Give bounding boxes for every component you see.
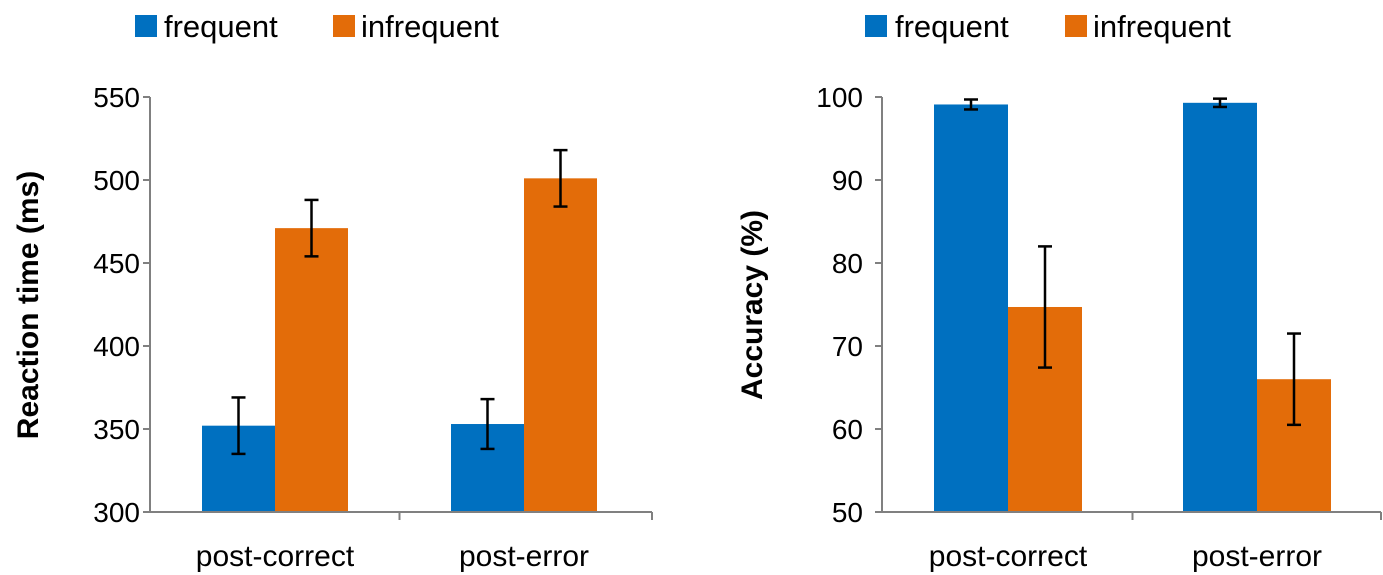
y-axis-title: Reaction time (ms) [12, 171, 45, 439]
x-tick-label-post-error: post-error [459, 540, 589, 573]
y-tick-label: 60 [832, 414, 863, 445]
y-tick-label: 50 [832, 497, 863, 528]
legend-swatch-frequent [135, 15, 157, 37]
legend-swatch-infrequent [1065, 15, 1087, 37]
y-tick-label: 450 [93, 248, 140, 279]
y-axis-title: Accuracy (%) [736, 210, 769, 400]
legend-label-frequent: frequent [895, 9, 1009, 44]
x-tick-label-post-correct: post-correct [929, 540, 1088, 573]
legend-label-frequent: frequent [164, 9, 278, 44]
bar-frequent-post-error [1183, 102, 1257, 512]
y-tick-label: 350 [93, 414, 140, 445]
y-tick-label: 500 [93, 165, 140, 196]
x-tick-label-post-error: post-error [1192, 540, 1322, 573]
reaction-time-chart: frequent infrequent 300 350 400 450 500 550 post… [12, 9, 653, 573]
bar-frequent-post-correct [934, 104, 1008, 512]
y-tick-label: 550 [93, 82, 140, 113]
legend-label-infrequent: infrequent [361, 9, 499, 44]
y-tick-label: 100 [816, 82, 863, 113]
accuracy-chart: frequent infrequent 50 60 70 80 90 100 post-corr… [736, 9, 1382, 573]
y-tick-label: 400 [93, 331, 140, 362]
y-tick-label: 90 [832, 165, 863, 196]
y-tick-label: 70 [832, 331, 863, 362]
bar-infrequent-post-error [524, 178, 597, 512]
legend-swatch-infrequent [333, 15, 355, 37]
x-tick-label-post-correct: post-correct [196, 540, 355, 573]
y-tick-label: 300 [93, 497, 140, 528]
legend-label-infrequent: infrequent [1093, 9, 1231, 44]
y-tick-label: 80 [832, 248, 863, 279]
bar-infrequent-post-correct [275, 228, 348, 512]
legend-swatch-frequent [865, 15, 887, 37]
